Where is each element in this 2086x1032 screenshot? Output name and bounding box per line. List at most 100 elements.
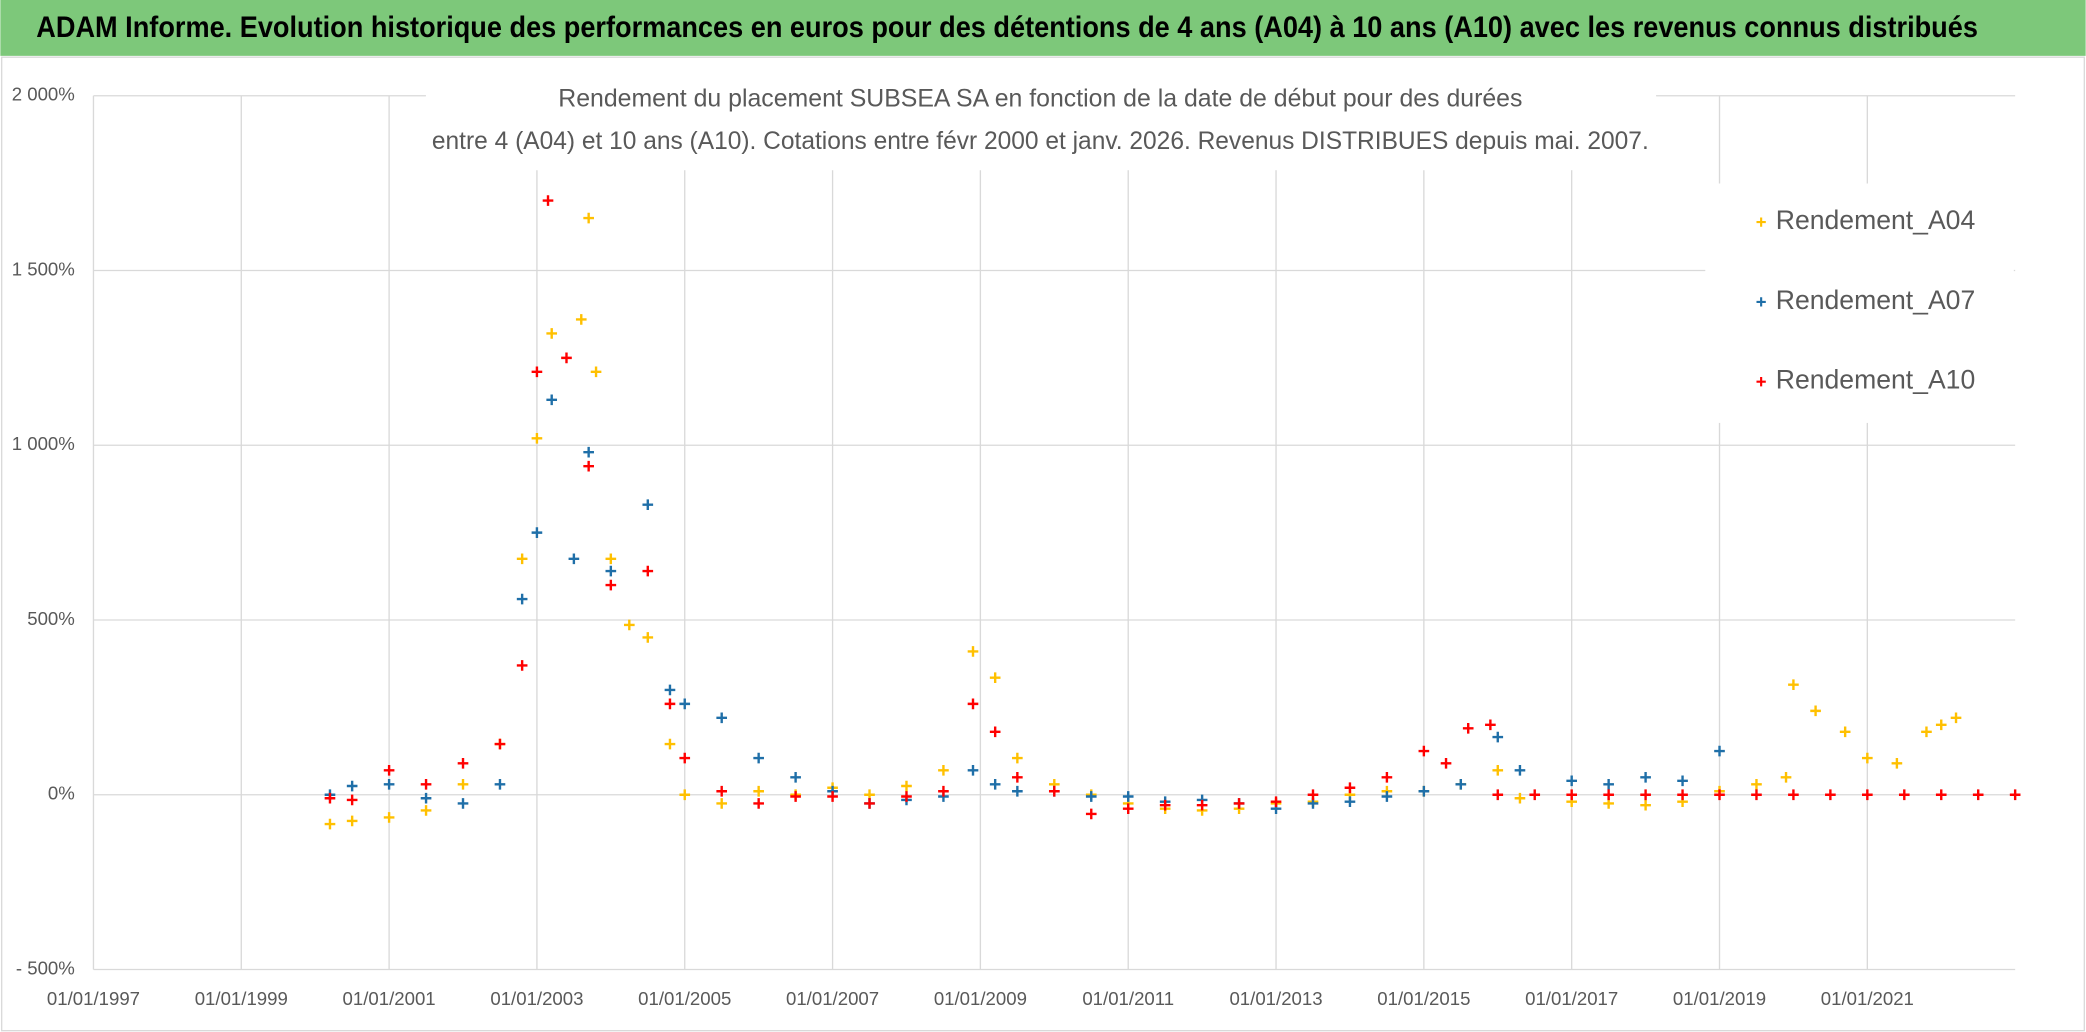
data-point xyxy=(989,726,1001,738)
data-point xyxy=(1159,799,1171,811)
data-point xyxy=(1307,789,1319,801)
data-point xyxy=(1485,719,1496,731)
data-point xyxy=(1381,791,1393,802)
chart-title: entre 4 (A04) et 10 ans (A10). Cotations… xyxy=(432,127,1649,155)
data-point xyxy=(1825,789,1836,801)
data-point xyxy=(1492,764,1504,776)
data-point xyxy=(346,794,358,806)
data-point xyxy=(583,212,594,224)
data-point xyxy=(1566,789,1578,801)
data-point xyxy=(1603,778,1614,790)
data-point xyxy=(1048,785,1060,797)
data-point xyxy=(1921,726,1932,738)
y-tick-label: 1 000% xyxy=(12,433,75,454)
data-point xyxy=(642,499,654,510)
data-point xyxy=(938,785,949,797)
data-point xyxy=(1529,789,1541,801)
data-point xyxy=(1270,796,1282,808)
data-point xyxy=(2009,789,2021,801)
data-point xyxy=(664,684,676,696)
data-point xyxy=(716,798,728,809)
data-point xyxy=(716,785,728,797)
data-point xyxy=(1233,798,1245,809)
data-point xyxy=(546,328,558,339)
x-tick-label: 01/01/2003 xyxy=(490,988,583,1009)
data-point xyxy=(1603,789,1614,801)
data-point xyxy=(1810,705,1821,717)
data-point xyxy=(753,798,764,809)
data-point xyxy=(1640,799,1651,811)
data-point xyxy=(531,527,543,538)
data-point xyxy=(346,780,358,792)
data-point xyxy=(605,565,617,577)
data-point xyxy=(1514,792,1526,804)
data-point xyxy=(1640,771,1651,783)
data-point xyxy=(531,432,543,444)
data-point xyxy=(1640,789,1651,801)
data-point xyxy=(664,698,676,710)
data-point xyxy=(1677,775,1688,787)
data-point xyxy=(605,579,617,591)
data-point xyxy=(583,460,594,472)
data-point xyxy=(1012,785,1023,797)
legend-marker xyxy=(1756,217,1766,227)
y-tick-label: - 500% xyxy=(16,957,75,978)
data-point xyxy=(967,646,979,657)
data-point xyxy=(967,698,979,710)
data-point xyxy=(1862,752,1873,764)
data-point xyxy=(679,698,691,710)
data-point xyxy=(542,195,554,206)
data-point xyxy=(324,792,336,804)
title-background xyxy=(425,77,1657,171)
data-point xyxy=(575,314,587,325)
data-point xyxy=(1788,679,1799,690)
data-point xyxy=(1751,778,1762,790)
legend-label: Rendement_A07 xyxy=(1776,285,1975,315)
y-tick-label: 2 000% xyxy=(12,84,75,105)
data-point xyxy=(901,780,912,792)
data-point xyxy=(864,798,875,809)
data-point xyxy=(716,712,728,724)
data-point xyxy=(1950,712,1962,724)
data-point xyxy=(1514,764,1526,776)
data-point xyxy=(516,593,528,605)
data-point xyxy=(324,818,336,830)
x-tick-label: 01/01/2007 xyxy=(786,988,879,1009)
y-tick-label: 500% xyxy=(27,608,75,629)
data-point xyxy=(1381,771,1393,783)
chart-title: Rendement du placement SUBSEA SA en fonc… xyxy=(558,84,1522,112)
data-point xyxy=(901,791,912,802)
data-point xyxy=(1677,789,1688,801)
data-point xyxy=(1788,789,1799,801)
legend-background xyxy=(1705,183,2014,423)
data-point xyxy=(1418,745,1430,757)
data-point xyxy=(1780,771,1792,783)
data-point xyxy=(1566,775,1578,787)
data-point xyxy=(420,778,432,790)
data-point xyxy=(546,394,558,406)
data-point xyxy=(605,553,617,565)
data-point xyxy=(1891,757,1903,769)
data-point xyxy=(989,778,1001,790)
y-tick-label: 1 500% xyxy=(12,258,75,279)
data-point xyxy=(590,366,602,378)
data-point xyxy=(827,791,838,802)
data-point xyxy=(583,446,594,458)
data-point xyxy=(1714,745,1725,757)
data-point xyxy=(967,764,979,776)
data-point xyxy=(1714,789,1725,801)
x-tick-label: 01/01/2013 xyxy=(1229,988,1322,1009)
x-tick-label: 01/01/2017 xyxy=(1525,988,1618,1009)
data-point xyxy=(1196,799,1208,811)
data-point xyxy=(420,792,432,804)
legend-label: Rendement_A10 xyxy=(1776,365,1975,395)
data-point xyxy=(1455,778,1467,790)
data-point xyxy=(1492,789,1504,801)
data-point xyxy=(1440,757,1452,769)
data-point xyxy=(623,619,635,631)
data-point xyxy=(1972,789,1984,801)
data-point xyxy=(494,778,506,790)
data-point xyxy=(1492,731,1504,743)
x-tick-label: 01/01/2021 xyxy=(1821,988,1914,1009)
x-tick-label: 01/01/2019 xyxy=(1673,988,1766,1009)
